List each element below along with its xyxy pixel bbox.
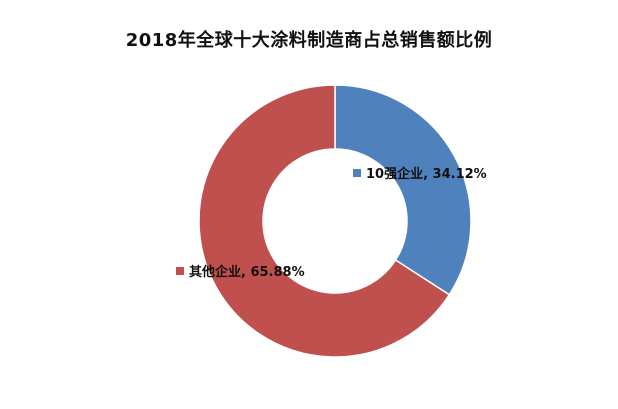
chart-title: 2018年全球十大涂料制造商占总销售额比例 [125,30,493,51]
slice-label-group-2: 其他企业, 65.88% [176,264,305,280]
slice-label-1: 10强企业, 34.12% [366,166,487,182]
slice-marker-1 [353,169,361,177]
donut-slice-2 [198,84,451,358]
donut-slice-1 [334,84,472,296]
slice-marker-2 [176,267,184,275]
slice-label-2: 其他企业, 65.88% [189,264,305,280]
slice-label-group-1: 10强企业, 34.12% [353,166,487,182]
